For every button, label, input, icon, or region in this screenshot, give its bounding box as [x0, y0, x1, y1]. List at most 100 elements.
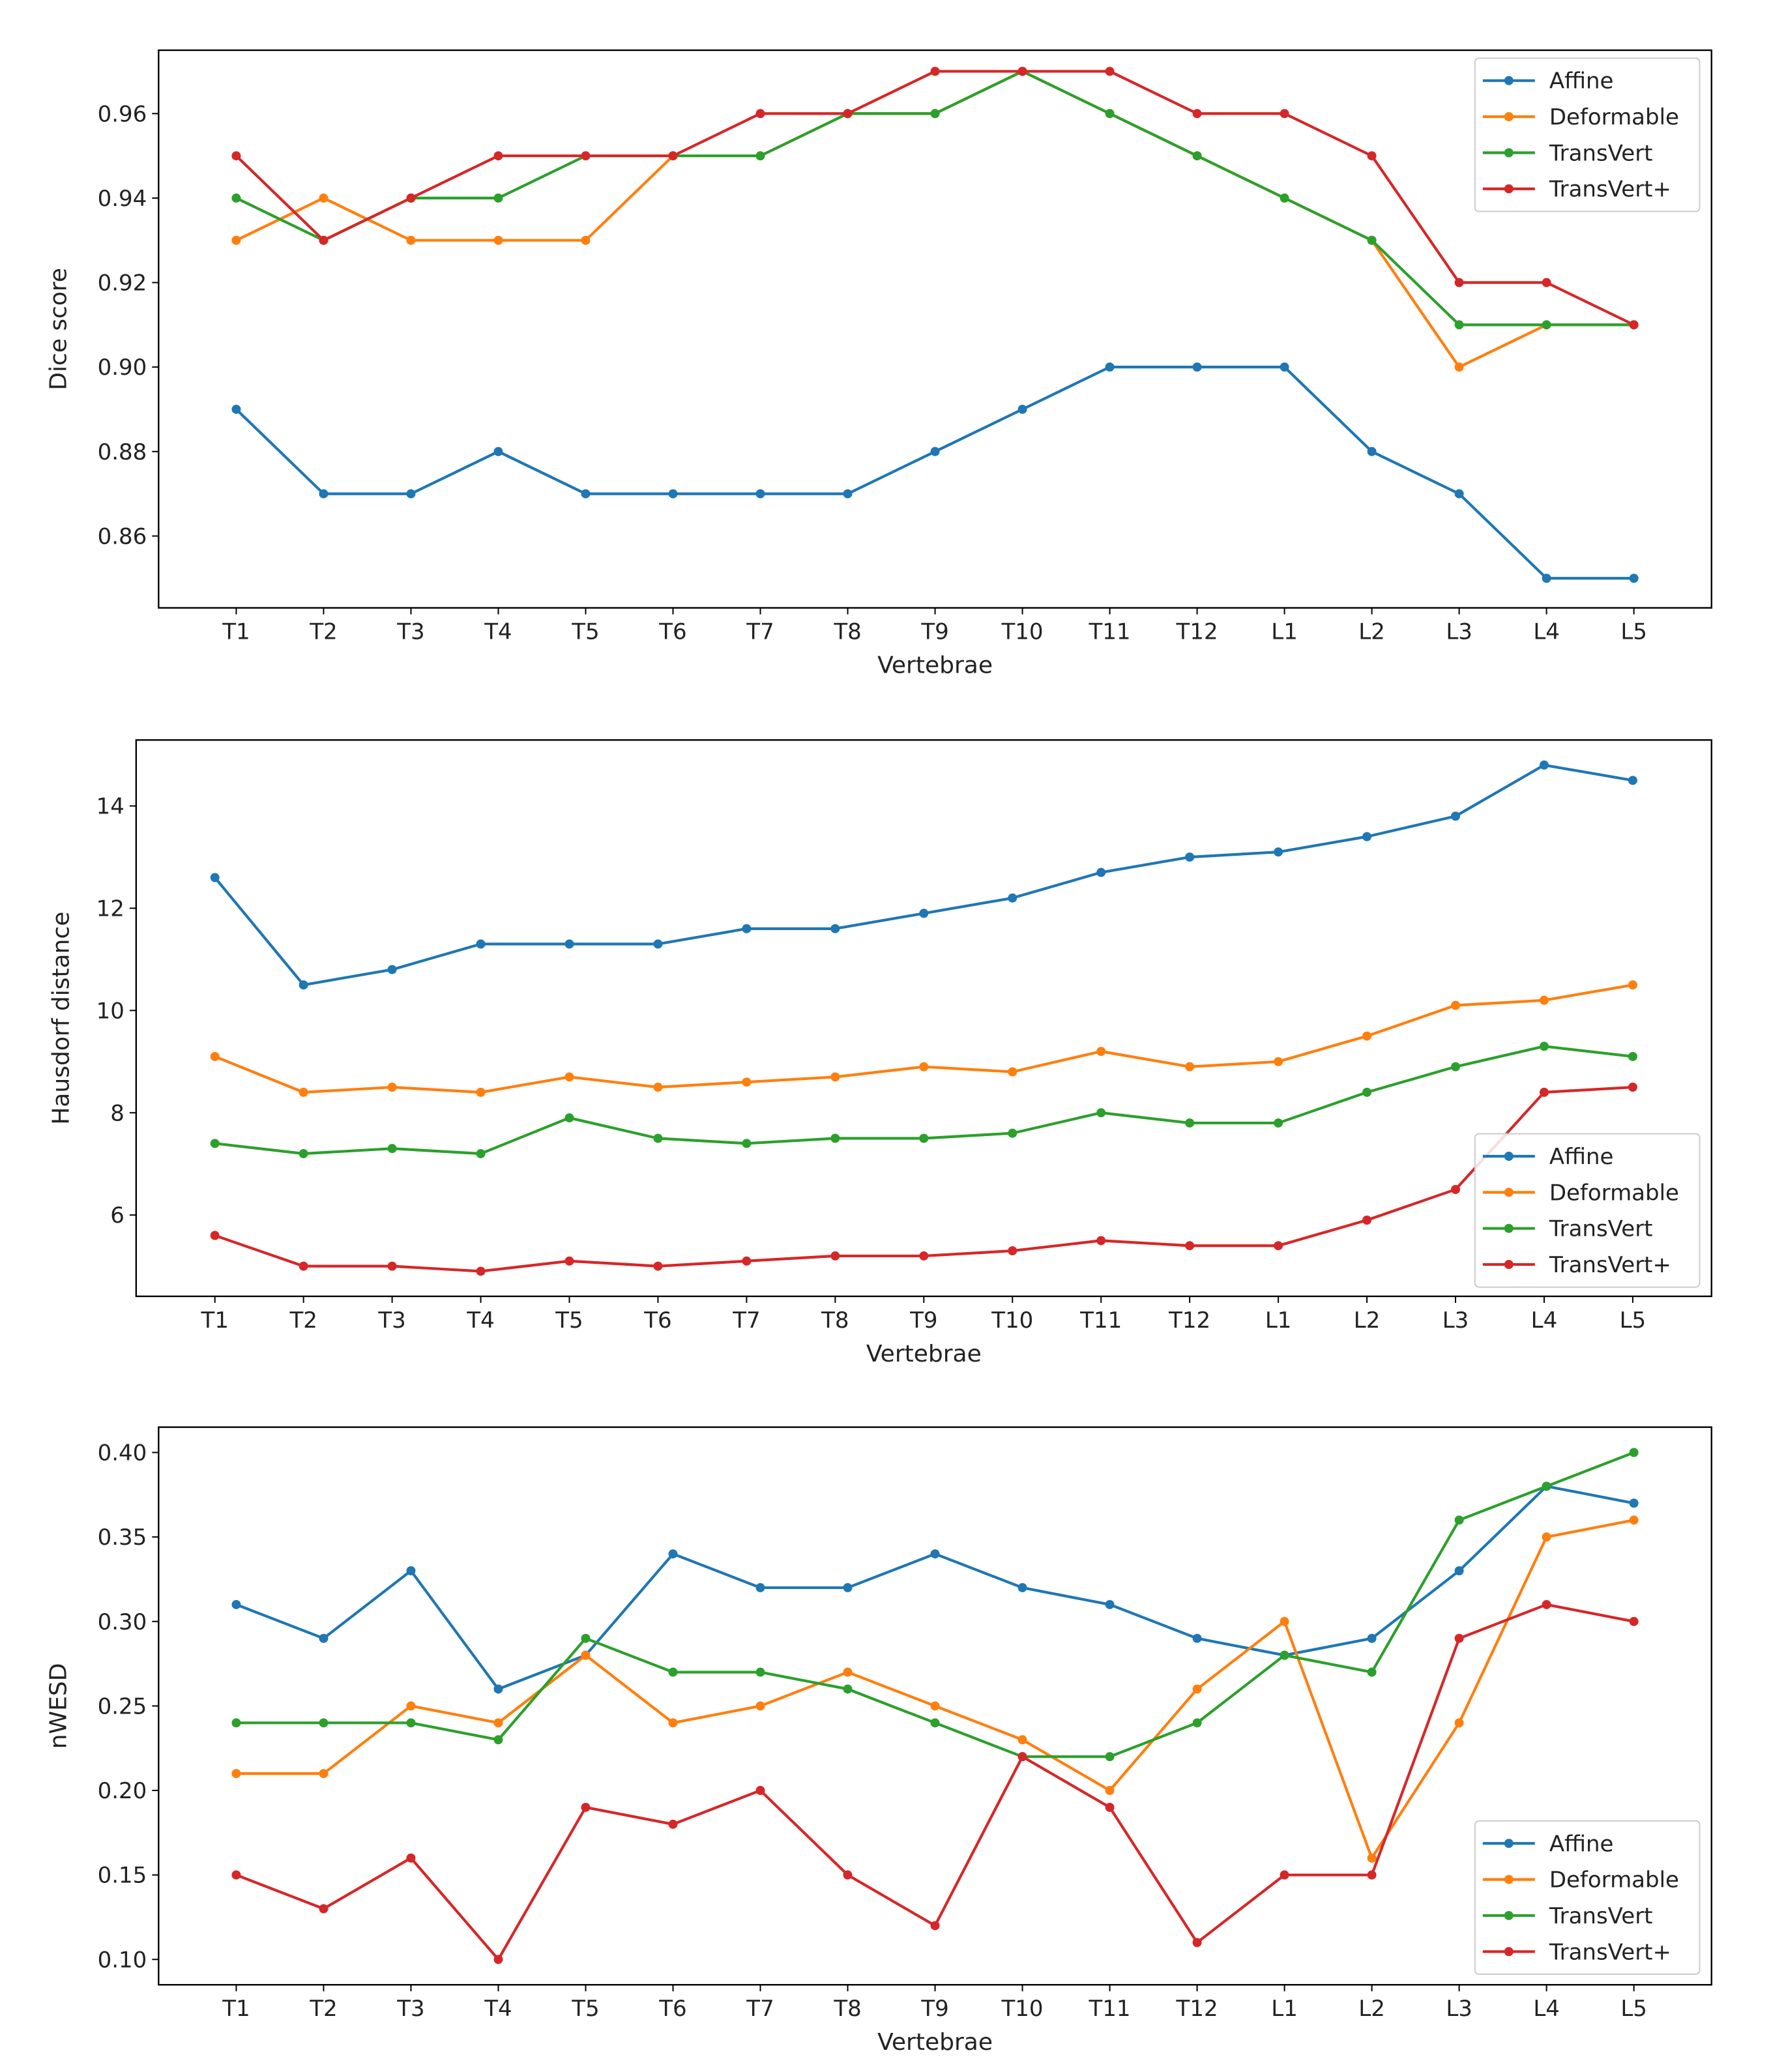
chart-2: T1 T2 T3 T4 T5 T6 T7 T8 T9 T10 T11 T12 L1 L2 L3 L4 L5 6 8 1…: [48, 739, 1712, 1367]
data-point: [231, 1870, 241, 1880]
data-point: [493, 1684, 503, 1694]
x-tick-label: T11: [1089, 619, 1131, 645]
data-point: [1280, 193, 1289, 203]
legend-label: TransVert+: [1549, 1252, 1671, 1278]
data-point: [919, 909, 929, 918]
x-tick-label: L4: [1533, 619, 1560, 645]
legend-label: TransVert+: [1549, 177, 1671, 203]
data-point: [299, 1149, 308, 1159]
legend-frame: [1474, 57, 1701, 212]
data-point: [1105, 109, 1115, 119]
data-point: [1451, 1062, 1461, 1072]
x-tick-label: T5: [571, 1996, 599, 2022]
legend: Affine Deformable TransVert TransVert+: [1474, 57, 1701, 212]
legend-marker: [1504, 1910, 1514, 1920]
data-point: [1454, 1566, 1464, 1575]
data-point: [1454, 1718, 1464, 1728]
data-point: [1539, 1042, 1549, 1051]
data-point: [1542, 1532, 1551, 1542]
data-point: [1629, 1515, 1639, 1525]
data-point: [319, 1904, 329, 1914]
data-point: [1192, 362, 1202, 372]
data-point: [493, 1955, 503, 1964]
data-point: [1542, 278, 1551, 287]
legend-marker: [1504, 112, 1514, 122]
data-point: [1542, 320, 1551, 330]
legend-marker: [1504, 148, 1514, 158]
chart-1: T1 T2 T3 T4 T5 T6 T7 T8 T9 T10 T11 T12 L1 L2 L3 L4 L5 0.8…: [45, 49, 1712, 679]
legend-frame: [1474, 1133, 1701, 1288]
data-point: [581, 489, 591, 499]
x-tick-label: T4: [484, 619, 512, 645]
x-tick-label: T7: [746, 619, 774, 645]
series-deformable: [231, 1515, 1639, 1863]
data-point: [476, 1087, 486, 1097]
data-point: [1454, 1633, 1464, 1643]
data-point: [319, 235, 329, 245]
data-point: [1008, 1128, 1017, 1138]
data-point: [231, 1718, 241, 1728]
x-tick-label: T2: [309, 619, 337, 645]
data-point: [1367, 1870, 1377, 1880]
data-point: [581, 1650, 591, 1660]
data-point: [1105, 362, 1115, 372]
y-tick-label: 0.15: [98, 1863, 147, 1889]
data-point: [1008, 1067, 1017, 1077]
data-point: [843, 1583, 853, 1592]
data-point: [493, 446, 503, 456]
x-tick-label: T8: [833, 1996, 861, 2022]
x-tick-label: T4: [466, 1307, 494, 1334]
data-point: [581, 151, 591, 161]
legend-label: TransVert: [1549, 1216, 1653, 1242]
data-point: [843, 1684, 853, 1694]
series-transvert-plus: [210, 1083, 1637, 1276]
data-point: [1096, 1047, 1106, 1057]
data-point: [210, 873, 220, 883]
data-point: [1451, 811, 1461, 821]
x-tick-label: T1: [222, 619, 250, 645]
data-point: [387, 1261, 397, 1271]
y-tick-label: 14: [96, 794, 124, 820]
x-tick-label: L4: [1531, 1307, 1558, 1334]
data-point: [319, 193, 329, 203]
x-tick-label: T10: [991, 1307, 1033, 1334]
data-point: [1362, 1216, 1372, 1225]
x-tick-label: L5: [1620, 1307, 1647, 1334]
x-tick-label: L3: [1446, 619, 1472, 645]
data-point: [1628, 980, 1637, 990]
data-point: [1628, 776, 1637, 785]
data-point: [1280, 1870, 1289, 1880]
legend-label: Deformable: [1549, 1867, 1679, 1893]
data-point: [1017, 1735, 1027, 1745]
x-tick-label: L2: [1354, 1307, 1381, 1334]
x-tick-label: L3: [1442, 1307, 1469, 1334]
x-tick-label: L1: [1265, 1307, 1292, 1334]
y-tick-label: 0.40: [98, 1440, 147, 1466]
data-point: [406, 1718, 416, 1728]
data-point: [1367, 1667, 1377, 1677]
data-point: [930, 446, 940, 456]
data-point: [930, 66, 940, 76]
data-point: [653, 1261, 663, 1271]
data-point: [1629, 1448, 1639, 1457]
data-point: [1367, 1853, 1377, 1863]
legend-label: Affine: [1549, 1831, 1614, 1857]
x-tick-label: T4: [484, 1996, 512, 2022]
data-point: [1274, 1118, 1283, 1128]
x-tick-label: L5: [1620, 1996, 1647, 2022]
data-point: [755, 1583, 765, 1592]
x-tick-label: T2: [289, 1307, 317, 1334]
data-point: [493, 151, 503, 161]
data-point: [1280, 1616, 1289, 1626]
data-point: [755, 1701, 765, 1711]
legend-marker: [1504, 1151, 1514, 1161]
data-point: [755, 151, 765, 161]
x-tick-label: T2: [309, 1996, 337, 2022]
data-point: [1362, 832, 1372, 841]
x-axis-label: Vertebrae: [877, 2029, 993, 2056]
data-point: [1274, 1057, 1283, 1066]
data-point: [231, 235, 241, 245]
data-point: [843, 109, 853, 119]
data-point: [319, 489, 329, 499]
data-point: [1192, 1633, 1202, 1643]
